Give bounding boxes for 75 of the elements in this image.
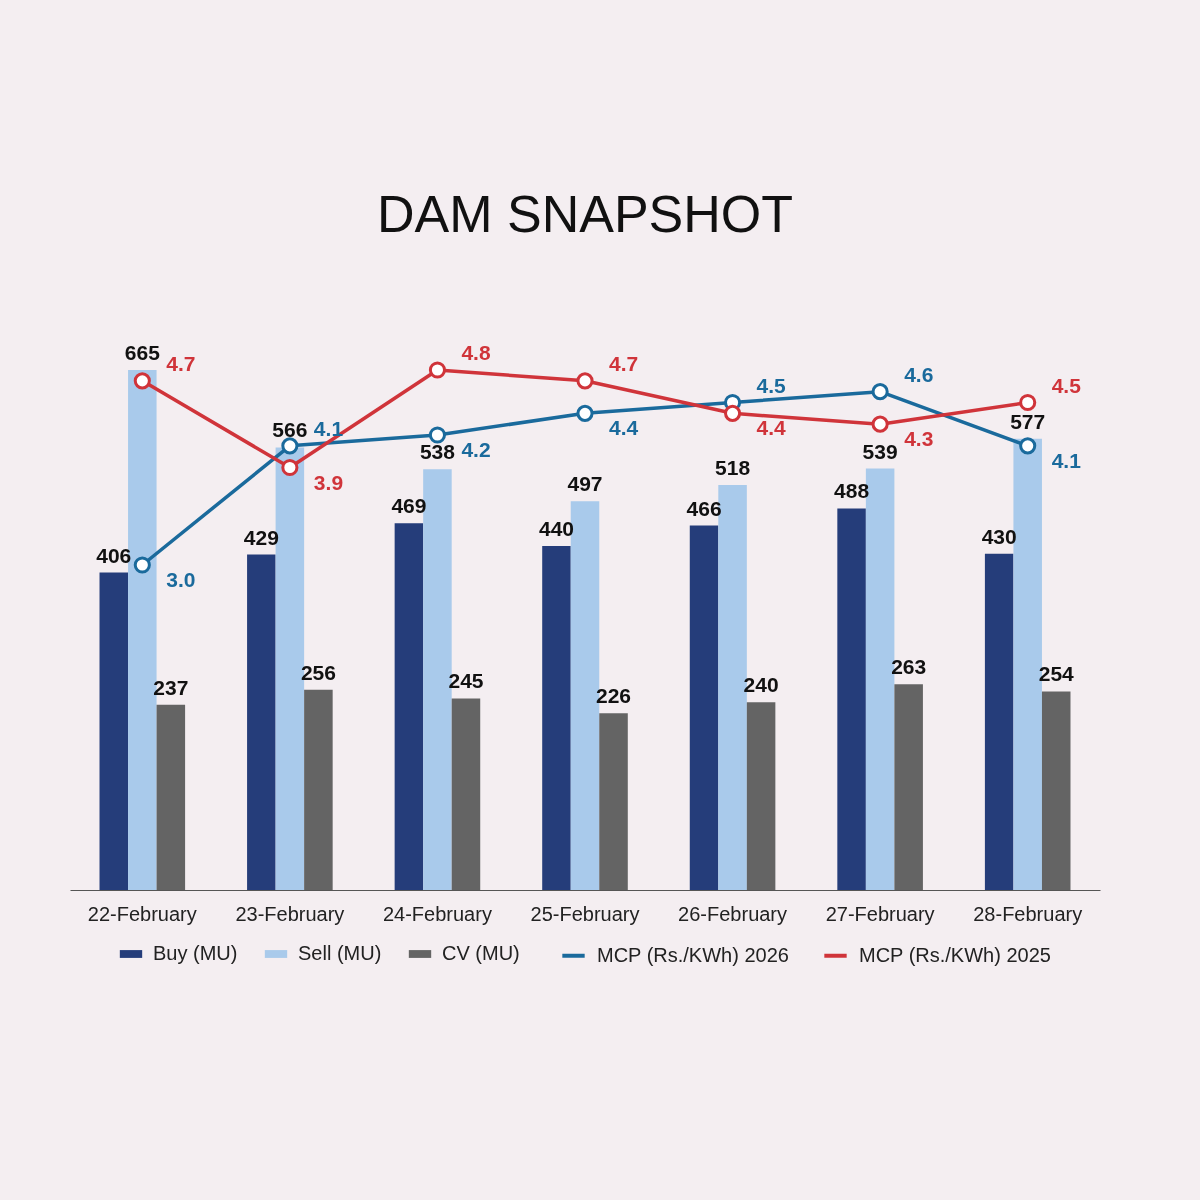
point: [281, 437, 299, 455]
point: [428, 361, 447, 379]
bar: [746, 702, 776, 890]
data-label: 237: [153, 675, 189, 699]
x-tick-label: 24-February: [382, 902, 492, 925]
data-label: 263: [891, 655, 927, 679]
data-label: 497: [567, 472, 603, 496]
data-label: 4.5: [756, 373, 787, 397]
x-tick-label: 25-February: [530, 902, 640, 925]
data-label: 466: [686, 496, 722, 520]
data-label: 4.1: [1051, 448, 1082, 472]
point: [1019, 437, 1037, 455]
point: [281, 458, 299, 477]
data-label: 3.9: [313, 470, 344, 494]
bar: [394, 523, 424, 890]
data-label: 4.8: [461, 341, 491, 364]
bar: [99, 572, 129, 890]
data-label: 538: [419, 440, 456, 464]
data-label: 665: [124, 341, 161, 364]
bar: [304, 689, 333, 890]
data-label: 4.2: [461, 438, 491, 461]
data-label: 440: [538, 516, 574, 540]
bar: [837, 508, 866, 890]
bar: [984, 553, 1014, 890]
data-label: 518: [715, 455, 751, 479]
data-label: 4.4: [609, 416, 639, 440]
point: [871, 383, 889, 401]
bar: [599, 713, 628, 890]
data-label: 4.4: [756, 416, 787, 440]
x-tick-label: 23-February: [235, 902, 345, 925]
bar: [542, 545, 571, 890]
bar: [247, 554, 276, 890]
bar: [894, 684, 923, 890]
data-label: 406: [96, 543, 132, 567]
data-label: 429: [243, 525, 279, 549]
bar: [156, 704, 186, 890]
data-label: 469: [391, 494, 427, 518]
point: [576, 404, 594, 422]
point: [576, 372, 594, 390]
data-label: 566: [272, 418, 308, 442]
data-label: 3.0: [166, 568, 196, 591]
legend-label: MCP (Rs./KWh) 2025: [859, 943, 1051, 966]
data-label: 577: [1010, 409, 1046, 433]
data-label: 254: [1038, 662, 1075, 686]
point: [428, 426, 447, 444]
bar: [1041, 691, 1071, 890]
data-label: 226: [596, 684, 632, 708]
data-label: 4.7: [166, 351, 196, 375]
point: [723, 404, 742, 422]
data-label: 4.5: [1051, 373, 1082, 397]
x-tick-label: 26-February: [678, 902, 788, 925]
data-label: 240: [743, 673, 779, 697]
x-tick-label: 28-February: [973, 902, 1083, 925]
point: [871, 415, 889, 433]
legend-label: CV (MU): [442, 942, 520, 964]
legend-label: Sell (MU): [298, 942, 382, 964]
chart-title: DAM SNAPSHOT: [376, 185, 794, 243]
x-tick-label: 22-February: [87, 902, 197, 925]
data-label: 488: [834, 479, 870, 503]
bar: [451, 698, 481, 890]
point: [133, 556, 151, 574]
point: [1019, 393, 1037, 412]
bar: [689, 525, 719, 890]
data-label: 4.3: [904, 427, 934, 451]
data-label: 539: [862, 439, 898, 463]
data-label: 430: [981, 524, 1017, 548]
data-label: 245: [448, 669, 484, 693]
data-label: 256: [300, 660, 336, 684]
point: [133, 372, 151, 390]
x-tick-label: 27-February: [825, 902, 935, 925]
data-label: 4.7: [609, 351, 639, 375]
data-label: 4.6: [904, 362, 934, 386]
legend-label: Buy (MU): [153, 942, 238, 964]
legend-label: MCP (Rs./KWh) 2026: [597, 943, 789, 966]
data-label: 4.1: [313, 416, 344, 440]
